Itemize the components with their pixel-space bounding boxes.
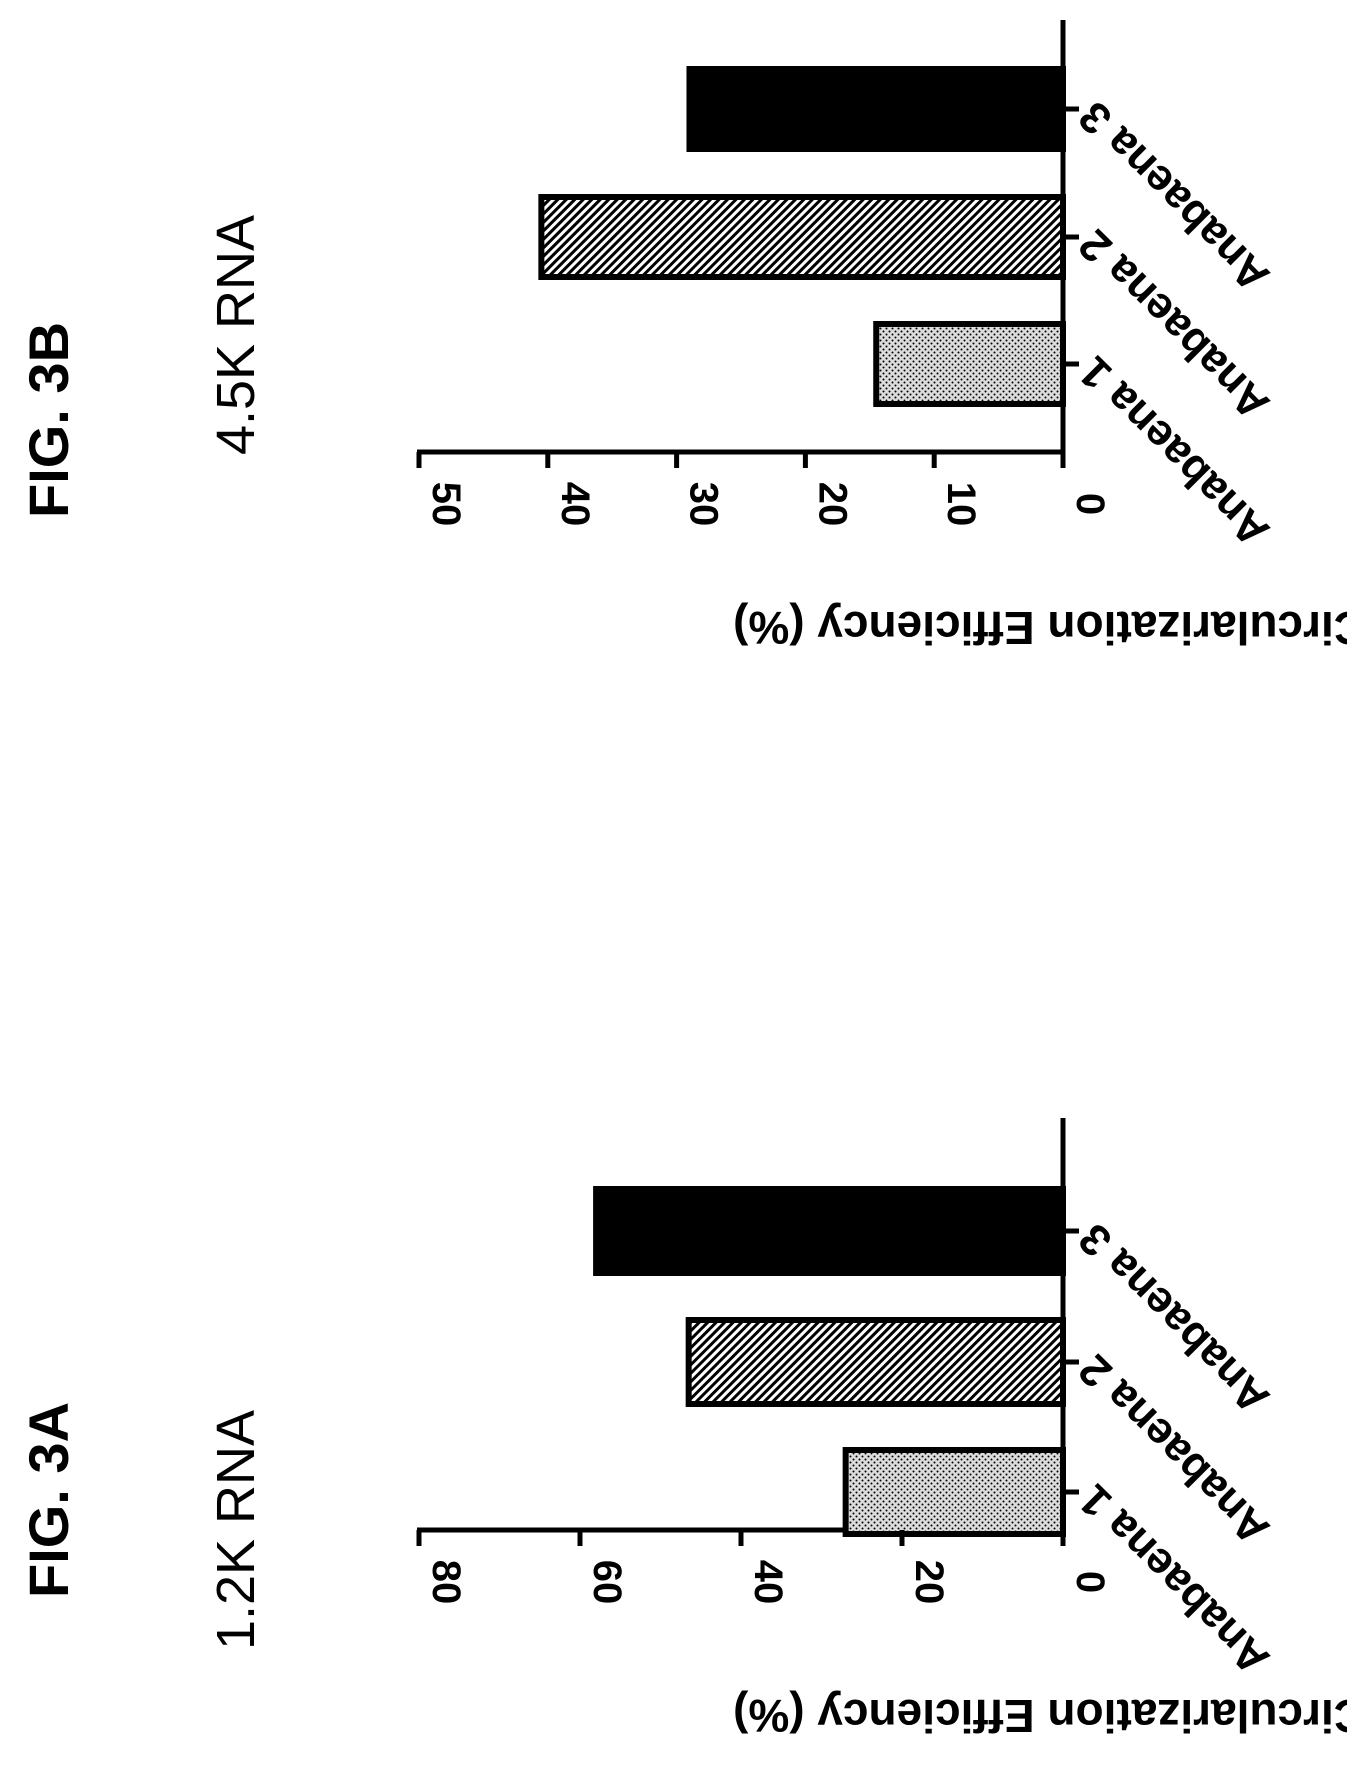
bars — [593, 1186, 1067, 1537]
y-tick-label: 40 — [746, 1560, 790, 1605]
bar-anabaena-1 — [873, 321, 1066, 407]
bar-anabaena-2 — [685, 1317, 1066, 1407]
y-tick-label: 20 — [907, 1560, 951, 1605]
y-tick-label: 40 — [553, 482, 597, 527]
bar-anabaena-3 — [686, 66, 1066, 152]
y-tick-label: 20 — [810, 482, 854, 527]
bar-anabaena-2 — [538, 194, 1066, 280]
y-tick-label: 60 — [585, 1560, 629, 1605]
y-ticks: 0 20 40 60 80 — [416, 1228, 1112, 1605]
y-tick-label: 10 — [939, 482, 983, 527]
bar-anabaena-1 — [842, 1447, 1067, 1537]
y-tick-label: 80 — [424, 1560, 468, 1605]
y-ticks: 0 10 20 30 40 50 — [416, 106, 1112, 527]
bars — [538, 66, 1066, 407]
y-axis-title: Circularization Efficiency (%) — [733, 602, 1347, 654]
chart-subtitle: 4.5K RNA — [206, 215, 266, 455]
figure-label: FIG. 3B — [17, 322, 80, 518]
y-axis-title: Circularization Efficiency (%) — [733, 1690, 1347, 1742]
figure-label: FIG. 3A — [17, 1402, 80, 1598]
y-tick-label: 0 — [1068, 1571, 1112, 1593]
y-tick-label: 50 — [424, 482, 468, 527]
y-tick-label: 0 — [1068, 493, 1112, 515]
panel-fig-3b: FIG. 3B 4.5K RNA Circularization Efficie… — [17, 20, 1347, 654]
bar-anabaena-3 — [593, 1186, 1066, 1276]
panel-fig-3a: FIG. 3A 1.2K RNA Circularization Efficie… — [17, 1118, 1347, 1742]
chart-subtitle: 1.2K RNA — [206, 1410, 266, 1650]
y-tick-label: 30 — [682, 482, 726, 527]
